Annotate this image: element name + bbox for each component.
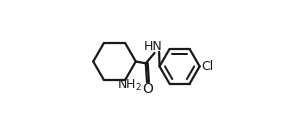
Text: Cl: Cl <box>201 60 213 73</box>
Text: O: O <box>142 82 153 96</box>
Text: HN: HN <box>144 40 163 53</box>
Text: NH$_2$: NH$_2$ <box>117 78 142 93</box>
